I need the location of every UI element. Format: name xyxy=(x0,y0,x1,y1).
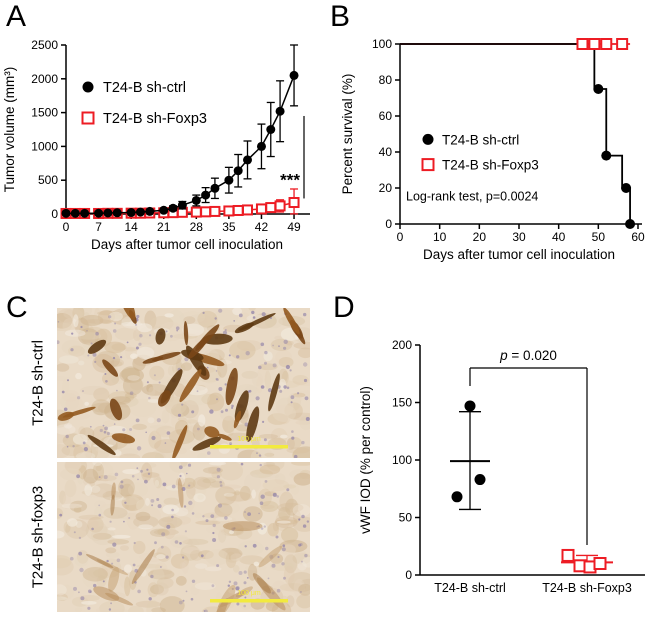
tumor-volume-chart: 0 500 1000 1500 2000 2500 0 7 14 21 28 35 42 49 Days a… xyxy=(2,38,310,252)
svg-text:Days after tumor cell inoculat: Days after tumor cell inoculation xyxy=(423,247,615,262)
ihc-image-sh-foxp3: 100 μm xyxy=(57,462,310,612)
ihc-label-sh-foxp3: T24-B sh-foxp3 xyxy=(29,485,47,589)
svg-text:14: 14 xyxy=(124,220,138,234)
svg-text:28: 28 xyxy=(190,220,204,234)
svg-text:0: 0 xyxy=(385,217,392,231)
svg-text:2000: 2000 xyxy=(31,72,58,86)
svg-text:10: 10 xyxy=(433,230,447,244)
panel-b-letter: B xyxy=(330,0,351,33)
svg-text:80: 80 xyxy=(379,73,393,87)
svg-text:T24-B sh-ctrl: T24-B sh-ctrl xyxy=(103,80,186,96)
svg-text:100: 100 xyxy=(392,453,412,467)
svg-text:1500: 1500 xyxy=(31,106,58,120)
svg-text:T24-B sh-Foxp3: T24-B sh-Foxp3 xyxy=(542,581,632,595)
svg-text:50: 50 xyxy=(399,511,413,525)
svg-text:21: 21 xyxy=(157,220,171,234)
panel-d-letter: D xyxy=(333,291,355,324)
panel-a-letter: A xyxy=(6,0,27,33)
svg-text:100: 100 xyxy=(372,37,392,51)
svg-text:49: 49 xyxy=(287,220,301,234)
svg-text:200: 200 xyxy=(392,338,412,352)
vwf-iod-chart: 0 50 100 150 200 vWF IOD (% per control) T24-B… xyxy=(358,338,645,595)
svg-text:100 μm: 100 μm xyxy=(237,590,261,597)
svg-text:50: 50 xyxy=(592,230,606,244)
svg-text:Log-rank test, p=0.0024: Log-rank test, p=0.0024 xyxy=(406,190,538,204)
svg-text:T24-B sh-ctrl: T24-B sh-ctrl xyxy=(442,132,519,147)
svg-text:60: 60 xyxy=(631,230,645,244)
svg-text:20: 20 xyxy=(473,230,487,244)
survival-chart: 0 20 40 60 80 100 0 10 20 30 40 50 60 Days after tumo… xyxy=(340,37,645,262)
svg-text:35: 35 xyxy=(222,220,236,234)
svg-text:2500: 2500 xyxy=(31,38,58,52)
svg-text:20: 20 xyxy=(379,181,393,195)
svg-text:0: 0 xyxy=(51,207,58,221)
svg-text:T24-B sh-Foxp3: T24-B sh-Foxp3 xyxy=(442,158,539,173)
svg-text:Percent survival (%): Percent survival (%) xyxy=(340,74,355,195)
svg-text:42: 42 xyxy=(255,220,269,234)
svg-text:0: 0 xyxy=(63,220,70,234)
svg-text:500: 500 xyxy=(38,173,58,187)
svg-text:40: 40 xyxy=(379,145,393,159)
svg-text:vWF IOD (% per control): vWF IOD (% per control) xyxy=(358,386,373,534)
panel-c-letter: C xyxy=(6,291,28,324)
svg-text:T24-B sh-ctrl: T24-B sh-ctrl xyxy=(434,581,506,595)
svg-text:0: 0 xyxy=(397,230,404,244)
svg-text:Tumor volume (mm³): Tumor volume (mm³) xyxy=(2,67,17,193)
ihc-image-sh-ctrl: 100 μm xyxy=(57,308,310,458)
svg-text:***: *** xyxy=(280,171,300,190)
svg-text:60: 60 xyxy=(379,109,393,123)
svg-text:T24-B sh-Foxp3: T24-B sh-Foxp3 xyxy=(103,111,207,127)
svg-text:150: 150 xyxy=(392,396,412,410)
svg-text:40: 40 xyxy=(552,230,566,244)
svg-text:7: 7 xyxy=(95,220,102,234)
ihc-label-sh-ctrl: T24-B sh-ctrl xyxy=(29,340,47,426)
svg-text:1000: 1000 xyxy=(31,139,58,153)
svg-text:0: 0 xyxy=(405,568,412,582)
svg-text:Days after tumor cell inoculat: Days after tumor cell inoculation xyxy=(91,237,283,252)
svg-text:p = 0.020: p = 0.020 xyxy=(499,348,557,363)
svg-text:30: 30 xyxy=(512,230,526,244)
svg-text:100 μm: 100 μm xyxy=(237,436,261,443)
